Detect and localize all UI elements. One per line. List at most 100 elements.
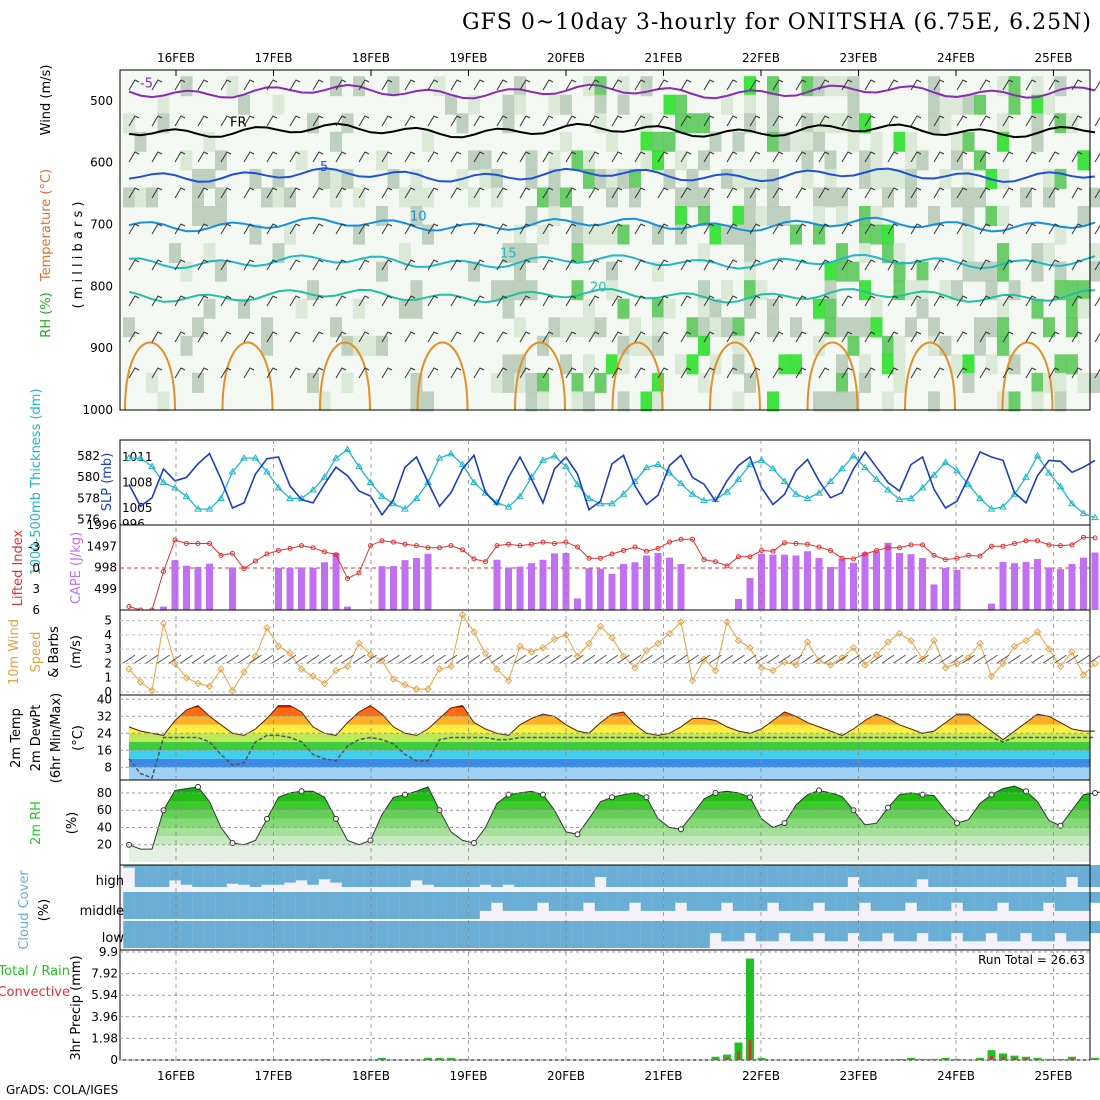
wind-barb bbox=[266, 223, 278, 235]
wind-barb bbox=[174, 367, 186, 379]
rh-shade-cell bbox=[318, 391, 331, 412]
date-gridlines bbox=[175, 70, 1054, 1060]
rh-shade-cell bbox=[824, 261, 837, 282]
cape-bar bbox=[758, 553, 765, 610]
cloud-bar-low bbox=[146, 921, 158, 948]
cloud-bar-low bbox=[479, 921, 492, 948]
pressure-tick: 1000 bbox=[82, 403, 113, 417]
lifted-index-point bbox=[1081, 534, 1086, 540]
rh-shade-cell bbox=[893, 335, 906, 356]
cape-bar bbox=[999, 561, 1007, 610]
isotherm-label: 15 bbox=[500, 247, 517, 262]
rh-shade-cell bbox=[744, 280, 756, 301]
wind-barb-10m bbox=[479, 654, 492, 664]
wind-barb bbox=[1071, 223, 1083, 235]
cloud-bar-low bbox=[410, 921, 423, 948]
rh-shade-cell bbox=[686, 187, 699, 208]
minmax-label: (6hr Min/Max) bbox=[49, 693, 64, 783]
dewpoint-line bbox=[128, 734, 1095, 779]
thickness-point bbox=[665, 468, 674, 476]
wind-barb bbox=[864, 115, 876, 127]
lifted-index-point bbox=[943, 557, 948, 563]
rh-shade-cell bbox=[939, 168, 952, 189]
cloud-bar-low bbox=[525, 921, 538, 948]
rh-shade-cell bbox=[767, 206, 779, 226]
rh-shade-cell bbox=[525, 206, 538, 226]
rh-shade-cell bbox=[514, 243, 526, 264]
wind-barb bbox=[726, 367, 738, 379]
wind-barb bbox=[634, 187, 646, 199]
rh-shade-cell bbox=[1031, 391, 1044, 412]
thickness-point bbox=[619, 490, 628, 497]
wind-barb bbox=[611, 151, 623, 163]
wind-barb bbox=[358, 259, 370, 271]
precip-total-bar bbox=[723, 1054, 731, 1060]
cloud-bar-low bbox=[134, 921, 147, 948]
wind-barb bbox=[979, 331, 991, 343]
rh-shade-cell bbox=[1066, 317, 1078, 338]
wind-barb bbox=[197, 223, 209, 235]
wind-speed-point bbox=[205, 682, 214, 690]
boundary-layer-contour bbox=[1001, 341, 1054, 411]
cloud-bar-high bbox=[836, 865, 848, 887]
rh-shade-cell bbox=[1043, 317, 1055, 338]
rh-shade-cell bbox=[410, 280, 423, 301]
date-label: 25FEB bbox=[1035, 51, 1073, 65]
cloud-bar-high bbox=[238, 865, 250, 885]
lifted-index-point bbox=[586, 555, 592, 561]
wind-barb bbox=[174, 223, 186, 235]
cloud-bar-middle bbox=[813, 892, 825, 903]
wind-barb bbox=[450, 151, 462, 163]
wind-barb bbox=[358, 295, 370, 307]
wind-barb bbox=[358, 115, 370, 127]
wind-barb bbox=[841, 79, 853, 91]
thickness-point bbox=[504, 502, 513, 510]
lifted-index-point bbox=[839, 555, 845, 561]
wind-barb bbox=[404, 367, 416, 379]
rh-shade-cell bbox=[571, 150, 584, 171]
wind-barb-10m bbox=[145, 654, 159, 664]
wind-barb bbox=[312, 367, 324, 379]
rh-shade-cell bbox=[226, 76, 239, 97]
cloud-bar-high bbox=[629, 865, 641, 887]
precip-total-bar bbox=[918, 1058, 927, 1060]
rh-shade-cell bbox=[686, 168, 699, 189]
wind-speed-point bbox=[1022, 636, 1030, 645]
wind-barb bbox=[749, 223, 761, 235]
wind-barb bbox=[473, 367, 485, 379]
wind-barb bbox=[542, 367, 554, 379]
rh-shade-cell bbox=[962, 372, 975, 393]
rh-label: 2m RH bbox=[29, 801, 44, 845]
lifted-index-point bbox=[402, 541, 408, 547]
cloud-bar-high bbox=[571, 865, 584, 887]
wind-barb-10m bbox=[536, 654, 550, 664]
cape-bar bbox=[654, 552, 662, 610]
wind-barb bbox=[979, 187, 991, 199]
rh-shade-cell bbox=[571, 206, 584, 226]
wind-barb-10m bbox=[778, 654, 791, 664]
wind-speed-point bbox=[320, 679, 329, 688]
thickness-point bbox=[677, 479, 685, 487]
lifted-index-point bbox=[759, 548, 764, 553]
cloud-bar-high bbox=[307, 865, 319, 885]
thickness-point bbox=[447, 449, 455, 457]
wind-barb-10m bbox=[467, 654, 481, 664]
cape-bar bbox=[528, 563, 535, 610]
cloud-bar-middle bbox=[1043, 892, 1055, 903]
cloud-bar-low bbox=[859, 921, 871, 942]
thickness-point bbox=[355, 462, 363, 470]
wind-barb-10m bbox=[433, 654, 446, 664]
rh-shade-cell bbox=[468, 94, 480, 115]
wind-barb-10m bbox=[260, 654, 274, 664]
wind-barb bbox=[1048, 367, 1060, 379]
wind-barb bbox=[358, 79, 370, 91]
wind-speed-point bbox=[792, 661, 800, 669]
wind-barb-10m bbox=[824, 654, 837, 664]
wind-barb bbox=[864, 223, 876, 235]
wind-barb bbox=[887, 331, 899, 343]
rh-band bbox=[129, 827, 1090, 837]
rh-shade-cell bbox=[974, 150, 986, 171]
cloud-bar-low bbox=[997, 921, 1009, 942]
wind-barb bbox=[450, 187, 462, 199]
